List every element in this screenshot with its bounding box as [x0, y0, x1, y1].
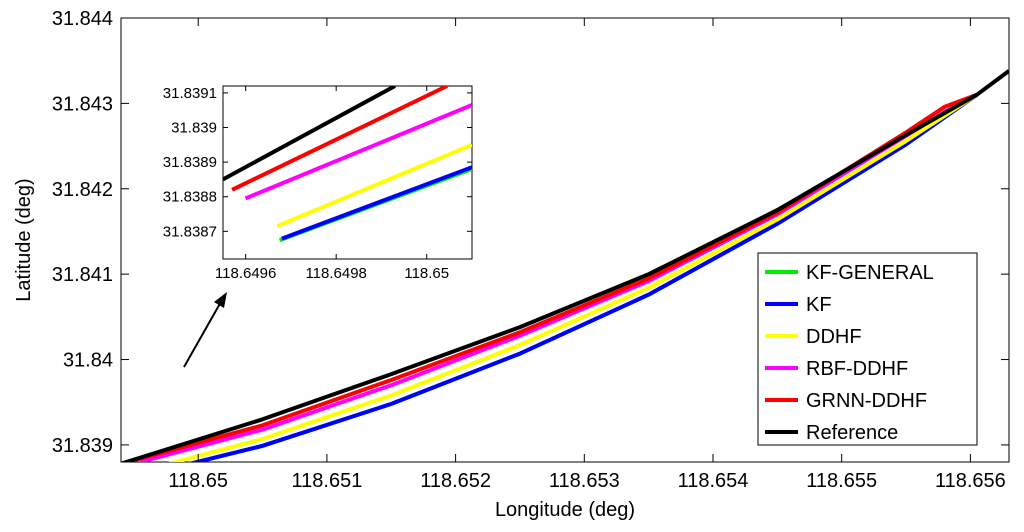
legend-box	[757, 252, 978, 446]
main-y-tick-label: 31.843	[52, 93, 113, 115]
main-y-tick-label: 31.841	[52, 264, 113, 286]
main-series-reference	[121, 69, 1009, 462]
legend-label: RBF-DDHF	[806, 358, 908, 380]
inset-y-tick-label: 31.8388	[163, 189, 217, 206]
inset-x-tick-label: 118.6498	[305, 265, 366, 282]
inset-x-tick-label: 118.6496	[215, 265, 276, 282]
main-y-ticks: 31.839 31.84 31.841 31.842 31.843 31.844	[52, 8, 1009, 457]
legend-label: Reference	[806, 422, 898, 444]
inset-series-ddhf	[276, 142, 472, 228]
main-x-tick-label: 118.655	[806, 470, 877, 492]
inset-y-tick-label: 31.8389	[163, 154, 217, 171]
main-y-tick-label: 31.84	[63, 350, 113, 372]
inset-y-tick-label: 31.8391	[163, 85, 217, 102]
y-axis-label: Latitude (deg)	[13, 178, 35, 301]
inset-plot: 118.6496 118.6498 118.65 31.839131.83931.8…	[163, 85, 473, 282]
legend-label: KF-GENERAL	[806, 262, 934, 284]
main-x-tick-label: 118.652	[420, 470, 491, 492]
arrow-icon	[183, 292, 227, 368]
main-series-grnn-ddhf	[133, 92, 978, 462]
main-x-tick-label: 118.651	[292, 470, 363, 492]
inset-series-group	[223, 86, 472, 243]
main-y-tick-label: 31.842	[52, 179, 113, 201]
main-x-ticks: 118.65 118.651 118.652 118.653 118.654 118.65…	[168, 18, 1006, 492]
main-series-group	[121, 69, 1009, 462]
main-y-tick-label: 31.844	[52, 8, 113, 30]
inset-x-tick-label: 118.65	[404, 265, 449, 282]
main-x-tick-label: 118.653	[549, 470, 620, 492]
main-x-tick-label: 118.656	[935, 470, 1006, 492]
main-y-tick-label: 31.839	[52, 435, 113, 457]
inset-series-rbf-ddhf	[244, 103, 472, 201]
legend-label: DDHF	[806, 326, 862, 348]
main-series-ddhf	[167, 93, 978, 462]
inset-series-kf	[281, 165, 472, 241]
inset-y-ticks: 31.8391 31.839 31.8389 31.8388 31.8387	[163, 85, 472, 240]
x-axis-label: Longitude (deg)	[495, 499, 635, 521]
inset-y-tick-label: 31.8387	[163, 223, 217, 240]
main-x-tick-label: 118.654	[678, 470, 749, 492]
legend: KF-GENERAL KF DDHF RBF-DDHF GRNN-DDHF Referen…	[757, 252, 978, 446]
inset-series-grnn-ddhf	[231, 86, 448, 192]
main-series-kf	[188, 93, 978, 462]
inset-x-ticks: 118.6496 118.6498 118.65	[215, 86, 449, 282]
inset-series-reference	[223, 86, 396, 182]
legend-label: GRNN-DDHF	[806, 390, 927, 412]
legend-label: KF	[806, 294, 832, 316]
main-x-tick-label: 118.65	[168, 470, 228, 492]
inset-y-tick-label: 31.839	[171, 120, 217, 137]
